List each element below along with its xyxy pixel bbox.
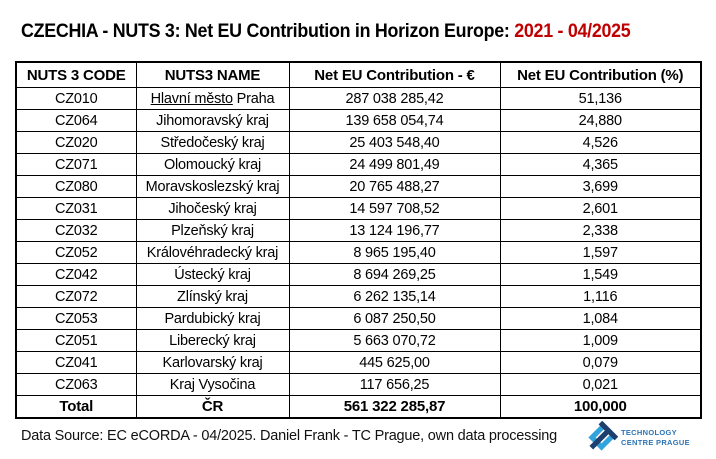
col-header-contribution-pct: Net EU Contribution (%) — [499, 61, 702, 88]
table-row: CZ052 Královéhradecký kraj 8 965 195,40 1,5… — [15, 241, 702, 264]
cell-contribution-pct: 1,084 — [499, 307, 702, 330]
title-main: CZECHIA - NUTS 3: Net EU Contribution in… — [21, 21, 515, 42]
cell-contribution-eur: 13 124 196,77 — [288, 219, 501, 242]
logo-text-line2: CENTRE PRAGUE — [621, 437, 690, 447]
table-row: CZ010 Hlavní město Praha 287 038 285,42 51,… — [15, 87, 702, 110]
table-row: CZ051 Liberecký kraj 5 663 070,72 1,009 — [15, 329, 702, 352]
cell-contribution-pct: 0,021 — [499, 373, 702, 396]
cell-contribution-pct: 0,079 — [499, 351, 702, 374]
cell-contribution-eur: 561 322 285,87 — [288, 395, 501, 419]
cell-nuts3-code: CZ010 — [15, 87, 137, 110]
cell-nuts3-name: Ústecký kraj — [135, 263, 290, 286]
cell-nuts3-code: CZ072 — [15, 285, 137, 308]
tc-prague-logo-icon — [588, 421, 618, 451]
cell-contribution-pct: 1,597 — [499, 241, 702, 264]
cell-nuts3-name: Jihočeský kraj — [135, 197, 290, 220]
cell-contribution-eur: 117 656,25 — [288, 373, 501, 396]
cell-nuts3-code: CZ052 — [15, 241, 137, 264]
cell-contribution-pct: 4,365 — [499, 153, 702, 176]
cell-contribution-eur: 8 965 195,40 — [288, 241, 501, 264]
underlined-name-part: Hlavní město — [150, 90, 233, 107]
cell-contribution-pct: 2,601 — [499, 197, 702, 220]
cell-contribution-eur: 445 625,00 — [288, 351, 501, 374]
table-row: CZ031 Jihočeský kraj 14 597 708,52 2,601 — [15, 197, 702, 220]
cell-nuts3-code: CZ031 — [15, 197, 137, 220]
cell-contribution-eur: 6 262 135,14 — [288, 285, 501, 308]
title-period: 2021 - 04/2025 — [514, 21, 631, 42]
table-row: CZ041 Karlovarský kraj 445 625,00 0,079 — [15, 351, 702, 374]
cell-nuts3-code: CZ051 — [15, 329, 137, 352]
cell-contribution-pct: 2,338 — [499, 219, 702, 242]
cell-nuts3-code: Total — [15, 395, 137, 419]
cell-nuts3-name: Středočeský kraj — [135, 131, 290, 154]
cell-contribution-pct: 24,880 — [499, 109, 702, 132]
cell-nuts3-code: CZ041 — [15, 351, 137, 374]
cell-contribution-eur: 287 038 285,42 — [288, 87, 501, 110]
table-header-row: NUTS 3 CODE NUTS3 NAME Net EU Contributi… — [15, 61, 702, 88]
cell-nuts3-name: Liberecký kraj — [135, 329, 290, 352]
tc-prague-logo-text: TECHNOLOGY CENTRE PRAGUE — [621, 428, 690, 448]
cell-contribution-eur: 14 597 708,52 — [288, 197, 501, 220]
cell-nuts3-name: Pardubický kraj — [135, 307, 290, 330]
cell-contribution-pct: 1,549 — [499, 263, 702, 286]
data-source-note: Data Source: EC eCORDA - 04/2025. Daniel… — [21, 428, 558, 444]
cell-nuts3-code: CZ032 — [15, 219, 137, 242]
logo-text-line1: TECHNOLOGY — [621, 427, 677, 437]
cell-contribution-pct: 4,526 — [499, 131, 702, 154]
table-row: CZ071 Olomoucký kraj 24 499 801,49 4,365 — [15, 153, 702, 176]
cell-contribution-pct: 1,009 — [499, 329, 702, 352]
cell-nuts3-code: CZ080 — [15, 175, 137, 198]
nuts3-contribution-table: NUTS 3 CODE NUTS3 NAME Net EU Contributi… — [15, 61, 702, 419]
table-total-row: Total ČR 561 322 285,87 100,000 — [15, 395, 702, 419]
table-row: CZ020 Středočeský kraj 25 403 548,40 4,526 — [15, 131, 702, 154]
cell-nuts3-code: CZ063 — [15, 373, 137, 396]
cell-contribution-eur: 6 087 250,50 — [288, 307, 501, 330]
cell-contribution-eur: 20 765 488,27 — [288, 175, 501, 198]
cell-contribution-eur: 139 658 054,74 — [288, 109, 501, 132]
col-header-contribution-eur: Net EU Contribution - € — [288, 61, 501, 88]
table-row: CZ042 Ústecký kraj 8 694 269,25 1,549 — [15, 263, 702, 286]
cell-contribution-eur: 25 403 548,40 — [288, 131, 501, 154]
cell-contribution-eur: 24 499 801,49 — [288, 153, 501, 176]
cell-nuts3-code: CZ042 — [15, 263, 137, 286]
cell-contribution-pct: 100,000 — [499, 395, 702, 419]
cell-nuts3-name: Zlínský kraj — [135, 285, 290, 308]
cell-nuts3-name: Hlavní město Praha — [135, 87, 290, 110]
tc-prague-logo: TECHNOLOGY CENTRE PRAGUE — [585, 421, 690, 454]
table-row: CZ072 Zlínský kraj 6 262 135,14 1,116 — [15, 285, 702, 308]
cell-nuts3-code: CZ053 — [15, 307, 137, 330]
cell-contribution-eur: 5 663 070,72 — [288, 329, 501, 352]
logo-t-shape — [589, 421, 618, 450]
cell-contribution-pct: 51,136 — [499, 87, 702, 110]
cell-nuts3-name: Kraj Vysočina — [135, 373, 290, 396]
col-header-nuts3-name: NUTS3 NAME — [135, 61, 290, 88]
page-title: CZECHIA - NUTS 3: Net EU Contribution in… — [21, 21, 631, 43]
table-row: CZ053 Pardubický kraj 6 087 250,50 1,084 — [15, 307, 702, 330]
table-row: CZ064 Jihomoravský kraj 139 658 054,74 24,8… — [15, 109, 702, 132]
col-header-nuts3-code: NUTS 3 CODE — [15, 61, 137, 88]
cell-nuts3-name: Plzeňský kraj — [135, 219, 290, 242]
cell-nuts3-name: Moravskoslezský kraj — [135, 175, 290, 198]
cell-nuts3-name: ČR — [135, 395, 290, 419]
table-row: CZ080 Moravskoslezský kraj 20 765 488,27 3,… — [15, 175, 702, 198]
cell-contribution-pct: 1,116 — [499, 285, 702, 308]
cell-contribution-eur: 8 694 269,25 — [288, 263, 501, 286]
cell-contribution-pct: 3,699 — [499, 175, 702, 198]
table-row: CZ063 Kraj Vysočina 117 656,25 0,021 — [15, 373, 702, 396]
cell-nuts3-code: CZ064 — [15, 109, 137, 132]
cell-nuts3-code: CZ071 — [15, 153, 137, 176]
table-row: CZ032 Plzeňský kraj 13 124 196,77 2,338 — [15, 219, 702, 242]
cell-nuts3-name: Karlovarský kraj — [135, 351, 290, 374]
cell-nuts3-name: Královéhradecký kraj — [135, 241, 290, 264]
table-body: CZ010 Hlavní město Praha 287 038 285,42 51,… — [15, 87, 702, 419]
cell-nuts3-name: Olomoucký kraj — [135, 153, 290, 176]
cell-nuts3-code: CZ020 — [15, 131, 137, 154]
cell-nuts3-name: Jihomoravský kraj — [135, 109, 290, 132]
